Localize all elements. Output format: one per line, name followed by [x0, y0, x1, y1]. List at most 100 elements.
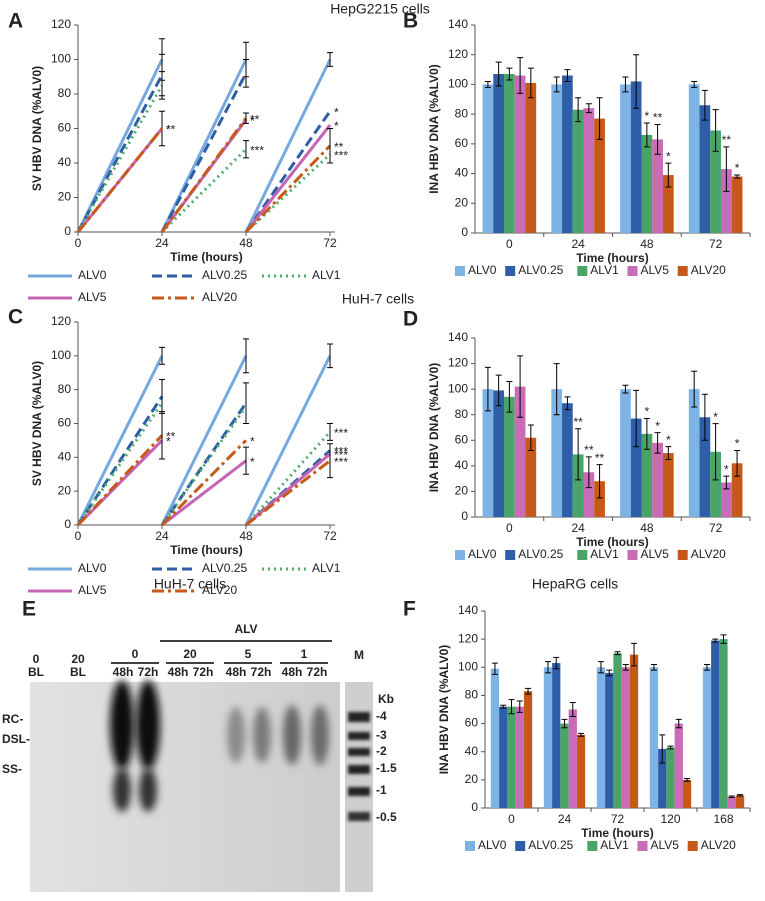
significance: **	[166, 123, 176, 137]
error-bar	[517, 355, 524, 418]
bar	[583, 108, 595, 233]
y-tick-label: 120	[51, 314, 71, 328]
x-tick-label: 0	[506, 521, 513, 535]
bar	[720, 482, 732, 517]
legend-swatch	[505, 550, 516, 560]
bar	[699, 417, 711, 517]
error-bar	[597, 661, 604, 674]
group-label: 1	[301, 647, 308, 661]
bar	[562, 403, 573, 517]
error-bar	[159, 346, 165, 365]
x-tick-label: 24	[155, 236, 169, 250]
significance: **	[166, 430, 176, 444]
band	[227, 707, 245, 763]
bar	[504, 74, 515, 234]
x-tick-label: 0	[508, 812, 515, 826]
significance: *	[655, 419, 660, 433]
error-bar	[506, 380, 513, 413]
bar	[720, 169, 732, 233]
bar	[507, 706, 516, 808]
x-tick-label: 48	[239, 529, 253, 543]
bar	[482, 84, 494, 233]
marker-band	[348, 748, 370, 756]
bar	[674, 723, 683, 808]
bar	[523, 691, 533, 808]
y-tick-label: 20	[455, 195, 469, 209]
y-tick-label: 100	[448, 381, 468, 395]
panel-letter: A	[8, 10, 23, 33]
error-bar	[585, 103, 592, 114]
bar	[682, 779, 692, 808]
significance: *	[724, 462, 729, 476]
significance: *	[250, 435, 255, 449]
bar	[620, 389, 631, 517]
bar	[649, 667, 659, 808]
error-bar	[650, 663, 657, 671]
significance: **	[250, 112, 260, 126]
form-label: DSL-	[2, 732, 30, 746]
legend-label: ALV1	[312, 561, 341, 575]
bar	[568, 709, 577, 808]
bar	[621, 667, 630, 808]
error-bar	[495, 374, 502, 407]
panel-letter: E	[22, 598, 36, 621]
error-bar	[243, 112, 249, 124]
error-bar	[516, 700, 523, 713]
group-label: 20	[183, 647, 197, 661]
error-bar	[734, 450, 741, 477]
bar	[572, 109, 584, 233]
y-tick-label: 0	[461, 509, 468, 523]
x-tick-label: 24	[571, 521, 585, 535]
legend-label: ALV1	[590, 263, 619, 277]
error-bar	[327, 343, 333, 369]
legend-label: ALV5	[641, 263, 670, 277]
bar	[731, 463, 743, 517]
y-axis-title: SV HBV DNA (%ALV0)	[30, 361, 44, 486]
y-tick-label: 100	[458, 659, 478, 673]
bar	[662, 453, 674, 517]
legend-label: ALV0	[478, 838, 507, 852]
size-label: -1.5	[376, 761, 397, 775]
legend-label: ALV20	[691, 547, 726, 561]
y-tick-label: 40	[465, 744, 479, 758]
legend-swatch	[677, 266, 688, 276]
error-bar	[575, 97, 582, 123]
legend-swatch	[577, 266, 588, 276]
bar	[630, 418, 642, 517]
error-bar	[243, 140, 249, 159]
error-bar	[553, 76, 560, 93]
error-bar	[701, 393, 708, 441]
lane-label: 0	[33, 652, 40, 666]
y-axis-title: SV HBV DNA (%ALV0)	[30, 66, 44, 191]
y-tick-label: 60	[455, 136, 469, 150]
x-axis-title: Time (hours)	[576, 535, 648, 549]
significance: **	[334, 140, 344, 154]
y-tick-label: 40	[455, 458, 469, 472]
marker-band	[348, 732, 370, 740]
size-label: -0.5	[376, 810, 397, 824]
lane-label: 20	[71, 652, 85, 666]
y-tick-label: 20	[58, 190, 72, 204]
bar	[551, 84, 563, 233]
size-label: -2	[376, 744, 387, 758]
bar	[594, 118, 605, 233]
bar	[641, 433, 653, 517]
bar	[515, 706, 524, 808]
legend-swatch	[465, 841, 475, 851]
y-tick-label: 100	[448, 77, 468, 91]
error-bar	[596, 97, 603, 140]
significance: *	[166, 435, 171, 449]
bar	[605, 672, 614, 808]
significance: *	[666, 433, 671, 447]
error-bar	[691, 80, 698, 88]
error-bar	[585, 456, 592, 489]
error-bar	[654, 432, 661, 454]
y-tick-label: 60	[58, 121, 72, 135]
significance: ***	[334, 448, 348, 462]
error-bar	[491, 662, 498, 675]
bar	[583, 472, 595, 517]
error-bar	[327, 52, 333, 67]
error-bar	[712, 109, 719, 152]
error-bar	[564, 69, 571, 82]
